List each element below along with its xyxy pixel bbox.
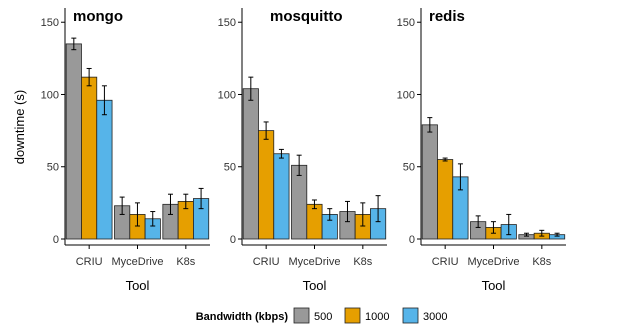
panel-title: redis [429, 8, 465, 25]
x-tick-label: CRIU [253, 256, 280, 268]
y-tick-label: 150 [397, 17, 415, 29]
y-tick-label: 50 [224, 162, 236, 174]
bar [81, 76, 98, 240]
bar [258, 130, 275, 240]
x-axis-title: Tool [482, 278, 506, 293]
y-tick-label: 50 [403, 162, 415, 174]
x-tick-label: MyceDrive [468, 256, 520, 268]
y-axis-title: downtime (s) [12, 90, 27, 164]
x-axis-title: Tool [303, 278, 327, 293]
x-tick-label: CRIU [76, 256, 103, 268]
y-tick-label: 150 [41, 17, 59, 29]
x-tick-label: MyceDrive [289, 256, 341, 268]
bar [291, 164, 308, 240]
legend-swatch [344, 307, 361, 324]
legend-label: 500 [314, 311, 332, 323]
x-tick-label: CRIU [432, 256, 459, 268]
legend-swatch [402, 307, 419, 324]
legend-label: 3000 [423, 311, 447, 323]
y-tick-label: 100 [218, 89, 236, 101]
bar [273, 153, 290, 240]
bar [437, 159, 454, 240]
bar [421, 124, 438, 240]
y-tick-label: 0 [409, 234, 415, 246]
y-tick-label: 50 [47, 162, 59, 174]
legend-title: Bandwidth (kbps) [196, 311, 289, 323]
x-axis-title: Tool [126, 278, 150, 293]
x-tick-label: K8s [353, 256, 372, 268]
bar [96, 99, 113, 240]
legend-label: 1000 [365, 311, 389, 323]
y-tick-label: 150 [218, 17, 236, 29]
bar [65, 43, 82, 240]
panel-title: mongo [73, 8, 123, 25]
panel-title: mosquitto [270, 8, 343, 25]
bar [242, 88, 259, 240]
legend-swatch [293, 307, 310, 324]
y-tick-label: 100 [397, 89, 415, 101]
y-tick-label: 0 [230, 234, 236, 246]
x-tick-label: MyceDrive [112, 256, 164, 268]
y-tick-label: 100 [41, 89, 59, 101]
y-tick-label: 0 [53, 234, 59, 246]
x-tick-label: K8s [176, 256, 195, 268]
x-tick-label: K8s [532, 256, 551, 268]
bar [306, 203, 323, 240]
